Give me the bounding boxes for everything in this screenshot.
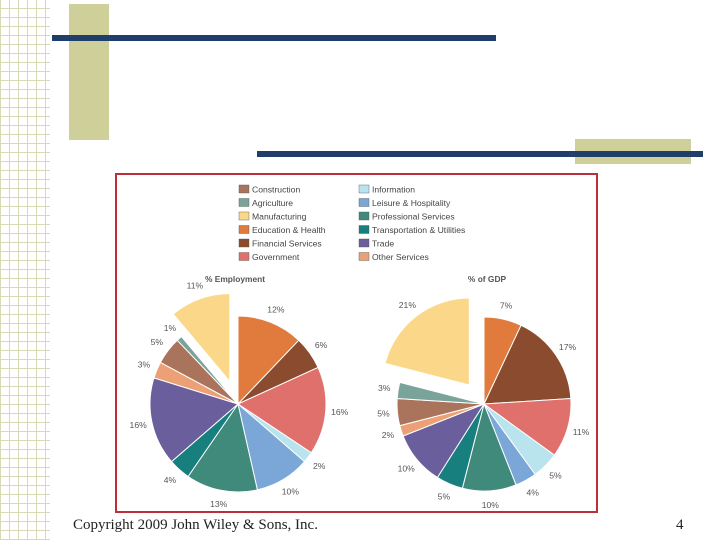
chart-panel: Construction Agriculture Manufacturing Educ… [115,173,598,513]
legend-label-professional-services: Professional Services [372,212,455,222]
pie2-label-leisure-and-hospitality: 4% [526,488,539,498]
legend-label-government: Government [252,252,300,262]
title-bar-top [52,35,496,41]
pie1-slice-government [236,366,327,454]
pie1-label-information: 2% [313,461,326,471]
legend-label-financial-services: Financial Services [252,239,322,249]
pie2-label-construction: 5% [377,409,390,419]
legend-label-leisure-and-hospitality: Leisure & Hospitality [372,198,451,208]
pie2-label-education-and-health: 7% [500,300,513,310]
legend-label-other-services: Other Services [372,252,429,262]
title-bar-right [257,151,703,157]
pie1-label-agriculture: 1% [164,323,177,333]
pie1-label-other-services: 3% [138,360,151,370]
pie1-label-leisure-and-hospitality: 10% [282,487,300,497]
page-number: 4 [676,517,684,533]
pie2-label-government: 11% [573,427,590,437]
legend-label-transportation-and-utilities: Transportation & Utilities [372,225,465,235]
copyright-text: Copyright 2009 John Wiley & Sons, Inc. [73,517,318,533]
pie-charts: Construction Agriculture Manufacturing Educ… [130,184,590,510]
legend-swatch-government [238,252,250,261]
legend-label-manufacturing: Manufacturing [252,212,307,222]
pie-title-1: % Employment [205,274,265,284]
legend-label-construction: Construction [252,185,300,195]
pie1-label-trade: 16% [130,420,148,430]
legend-swatch-construction [238,184,250,194]
legend-swatch-agriculture [238,198,250,207]
legend-label-education-and-health: Education & Health [252,225,326,235]
pie2-slice-agriculture [396,381,485,405]
pie1-slice-trade [149,377,240,463]
pie1-slice-agriculture [176,335,239,405]
pie2-label-transportation-and-utilities: 5% [438,492,451,502]
accent-block-top [69,4,109,140]
pie2-label-information: 5% [549,470,562,480]
pie1-label-professional-services: 13% [210,499,228,509]
legend-label-information: Information [372,185,415,195]
pie2-slice-financial-services [483,324,572,405]
legend-swatch-trade [358,238,370,248]
pie2-label-financial-services: 17% [559,342,577,352]
pie1-slice-education-and-health [237,315,300,406]
pie2-label-agriculture: 3% [378,383,391,393]
pie1-label-education-and-health: 12% [267,304,285,314]
legend-swatch-professional-services [358,211,370,221]
pie2-label-manufacturing: 21% [399,300,417,310]
legend-swatch-manufacturing [238,211,250,221]
pie1-label-transportation-and-utilities: 4% [164,475,177,485]
pie2-label-other-services: 2% [382,430,395,440]
legend-label-trade: Trade [372,239,394,249]
pie2-slice-manufacturing [384,297,470,386]
pie1-label-financial-services: 6% [315,340,328,350]
legend-swatch-other-services [358,252,370,261]
legend-swatch-education-and-health [238,225,250,234]
grid-pattern-strip [0,0,50,540]
pie1-slice-manufacturing [172,292,231,383]
pie1-label-manufacturing: 11% [187,281,204,291]
pie-title-2: % of GDP [468,274,507,284]
pie1-label-government: 16% [331,407,349,417]
pie1-slice-professional-services [187,402,258,493]
legend-swatch-transportation-and-utilities [358,225,370,234]
legend-swatch-leisure-and-hospitality [358,198,370,207]
legend-swatch-financial-services [238,238,250,248]
legend-label-agriculture: Agriculture [252,198,293,208]
pie2-label-trade: 10% [398,463,416,473]
pie2-label-professional-services: 10% [482,500,500,510]
legend-swatch-information [358,184,370,194]
pie1-label-construction: 5% [151,337,164,347]
